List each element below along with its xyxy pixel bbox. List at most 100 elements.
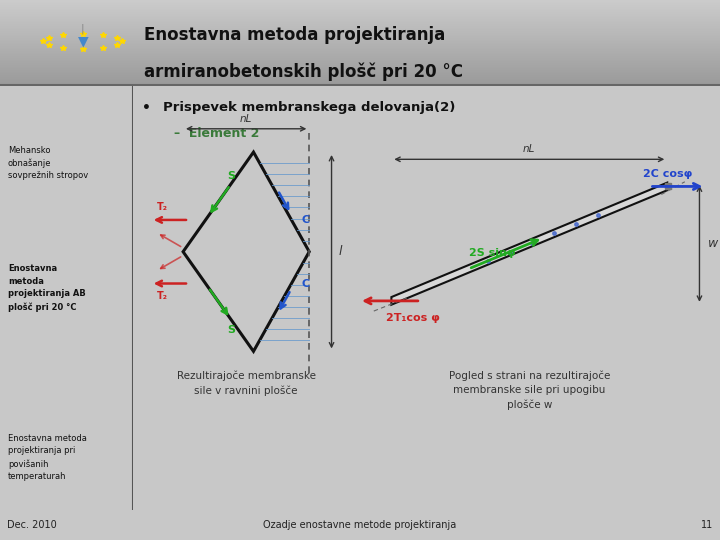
Bar <box>0 26 720 27</box>
Text: –  Element 2: – Element 2 <box>174 127 260 140</box>
Bar <box>0 23 720 24</box>
Bar <box>0 25 720 26</box>
Text: Dec. 2010: Dec. 2010 <box>7 520 57 530</box>
Bar <box>0 53 720 55</box>
Bar <box>0 84 720 85</box>
Bar <box>0 75 720 76</box>
Bar <box>0 65 720 66</box>
Text: •: • <box>142 101 151 115</box>
Bar <box>0 6 720 7</box>
Text: Enostavna metoda projektiranja: Enostavna metoda projektiranja <box>144 26 445 44</box>
Bar <box>0 80 720 81</box>
Bar <box>0 0 720 1</box>
Bar <box>0 28 720 29</box>
Bar <box>0 79 720 80</box>
Text: Enostavna
metoda
projektiranja AB
plošč pri 20 °C: Enostavna metoda projektiranja AB plošč … <box>8 265 86 312</box>
Bar <box>0 44 720 45</box>
Bar <box>0 58 720 59</box>
Text: 2C cosφ: 2C cosφ <box>642 169 692 179</box>
Bar <box>0 85 720 86</box>
Text: 11: 11 <box>701 520 713 530</box>
Bar <box>0 35 720 36</box>
Bar <box>0 32 720 33</box>
Bar <box>0 68 720 69</box>
Bar <box>0 76 720 77</box>
Polygon shape <box>392 183 667 305</box>
Bar <box>0 49 720 50</box>
Bar <box>0 36 720 37</box>
Bar <box>0 45 720 46</box>
Bar <box>0 17 720 18</box>
Bar <box>0 40 720 42</box>
Bar <box>0 13 720 14</box>
Bar <box>0 5 720 6</box>
Bar <box>0 24 720 25</box>
Bar <box>0 51 720 52</box>
Bar <box>0 4 720 5</box>
Bar <box>0 78 720 79</box>
Text: nL: nL <box>523 144 536 154</box>
Bar <box>0 39 720 40</box>
Bar <box>0 46 720 48</box>
Bar <box>0 50 720 51</box>
Bar <box>0 19 720 20</box>
Bar <box>0 10 720 11</box>
Bar <box>0 18 720 19</box>
Text: C: C <box>301 214 310 225</box>
Text: 2T₁cos φ: 2T₁cos φ <box>385 313 439 323</box>
Text: l: l <box>338 245 342 258</box>
Bar <box>0 7 720 8</box>
Text: S: S <box>228 171 235 181</box>
Bar <box>0 22 720 23</box>
Bar <box>0 69 720 70</box>
Bar <box>0 33 720 35</box>
Bar <box>0 16 720 17</box>
Text: |: | <box>81 23 85 34</box>
Bar <box>0 59 720 60</box>
Text: Enostavna metoda
projektiranja pri
povišanih
temperaturah: Enostavna metoda projektiranja pri poviš… <box>8 434 87 481</box>
Bar <box>0 29 720 30</box>
Text: nL: nL <box>240 114 252 124</box>
Bar <box>0 66 720 68</box>
Text: armiranobetonskih plošč pri 20 °C: armiranobetonskih plošč pri 20 °C <box>144 62 463 80</box>
Bar <box>0 52 720 53</box>
Bar <box>0 27 720 28</box>
Text: w: w <box>708 237 719 250</box>
Bar <box>0 9 720 10</box>
Bar <box>0 48 720 49</box>
Bar <box>0 57 720 58</box>
Text: C: C <box>301 279 310 289</box>
Bar <box>0 21 720 22</box>
Text: T₂: T₂ <box>157 291 168 301</box>
Bar <box>0 55 720 56</box>
Bar <box>0 42 720 43</box>
Bar <box>0 30 720 31</box>
Bar <box>0 43 720 44</box>
Bar <box>0 71 720 72</box>
Text: Rezultirajoče membranske
sile v ravnini plošče: Rezultirajoče membranske sile v ravnini … <box>176 370 315 396</box>
Bar <box>0 72 720 73</box>
Bar <box>0 60 720 62</box>
Bar <box>0 8 720 9</box>
Bar <box>0 64 720 65</box>
Text: Mehansko
obnašanje
sovprežnih stropov: Mehansko obnašanje sovprežnih stropov <box>8 146 89 180</box>
Bar <box>0 3 720 4</box>
Bar <box>0 81 720 82</box>
Bar <box>0 38 720 39</box>
Bar <box>0 31 720 32</box>
Bar <box>0 11 720 12</box>
Bar <box>0 2 720 3</box>
Text: 2S sinφ: 2S sinφ <box>469 248 516 258</box>
Bar <box>0 37 720 38</box>
Text: T₂: T₂ <box>157 202 168 212</box>
Bar <box>0 15 720 16</box>
Bar <box>0 14 720 15</box>
Bar <box>0 1 720 2</box>
Bar <box>0 83 720 84</box>
Bar <box>0 63 720 64</box>
Bar <box>0 62 720 63</box>
Text: ▼: ▼ <box>78 35 88 49</box>
Bar <box>0 77 720 78</box>
Text: S: S <box>228 325 235 335</box>
Bar <box>0 56 720 57</box>
